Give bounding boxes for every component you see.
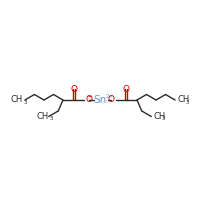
Text: 2+: 2+ [106,94,114,98]
Text: CH: CH [153,112,166,121]
Text: O: O [122,84,130,94]
Text: O: O [108,96,115,104]
Text: O: O [70,84,78,94]
Text: CH: CH [36,112,49,121]
Text: –: – [88,92,92,102]
Text: Sn: Sn [93,95,107,105]
Text: CH: CH [11,96,23,104]
Text: O: O [85,96,92,104]
Text: 3: 3 [50,116,53,121]
Text: CH: CH [177,96,189,104]
Text: 3: 3 [24,100,27,105]
Text: 3: 3 [185,100,189,105]
Text: 3: 3 [161,116,165,121]
